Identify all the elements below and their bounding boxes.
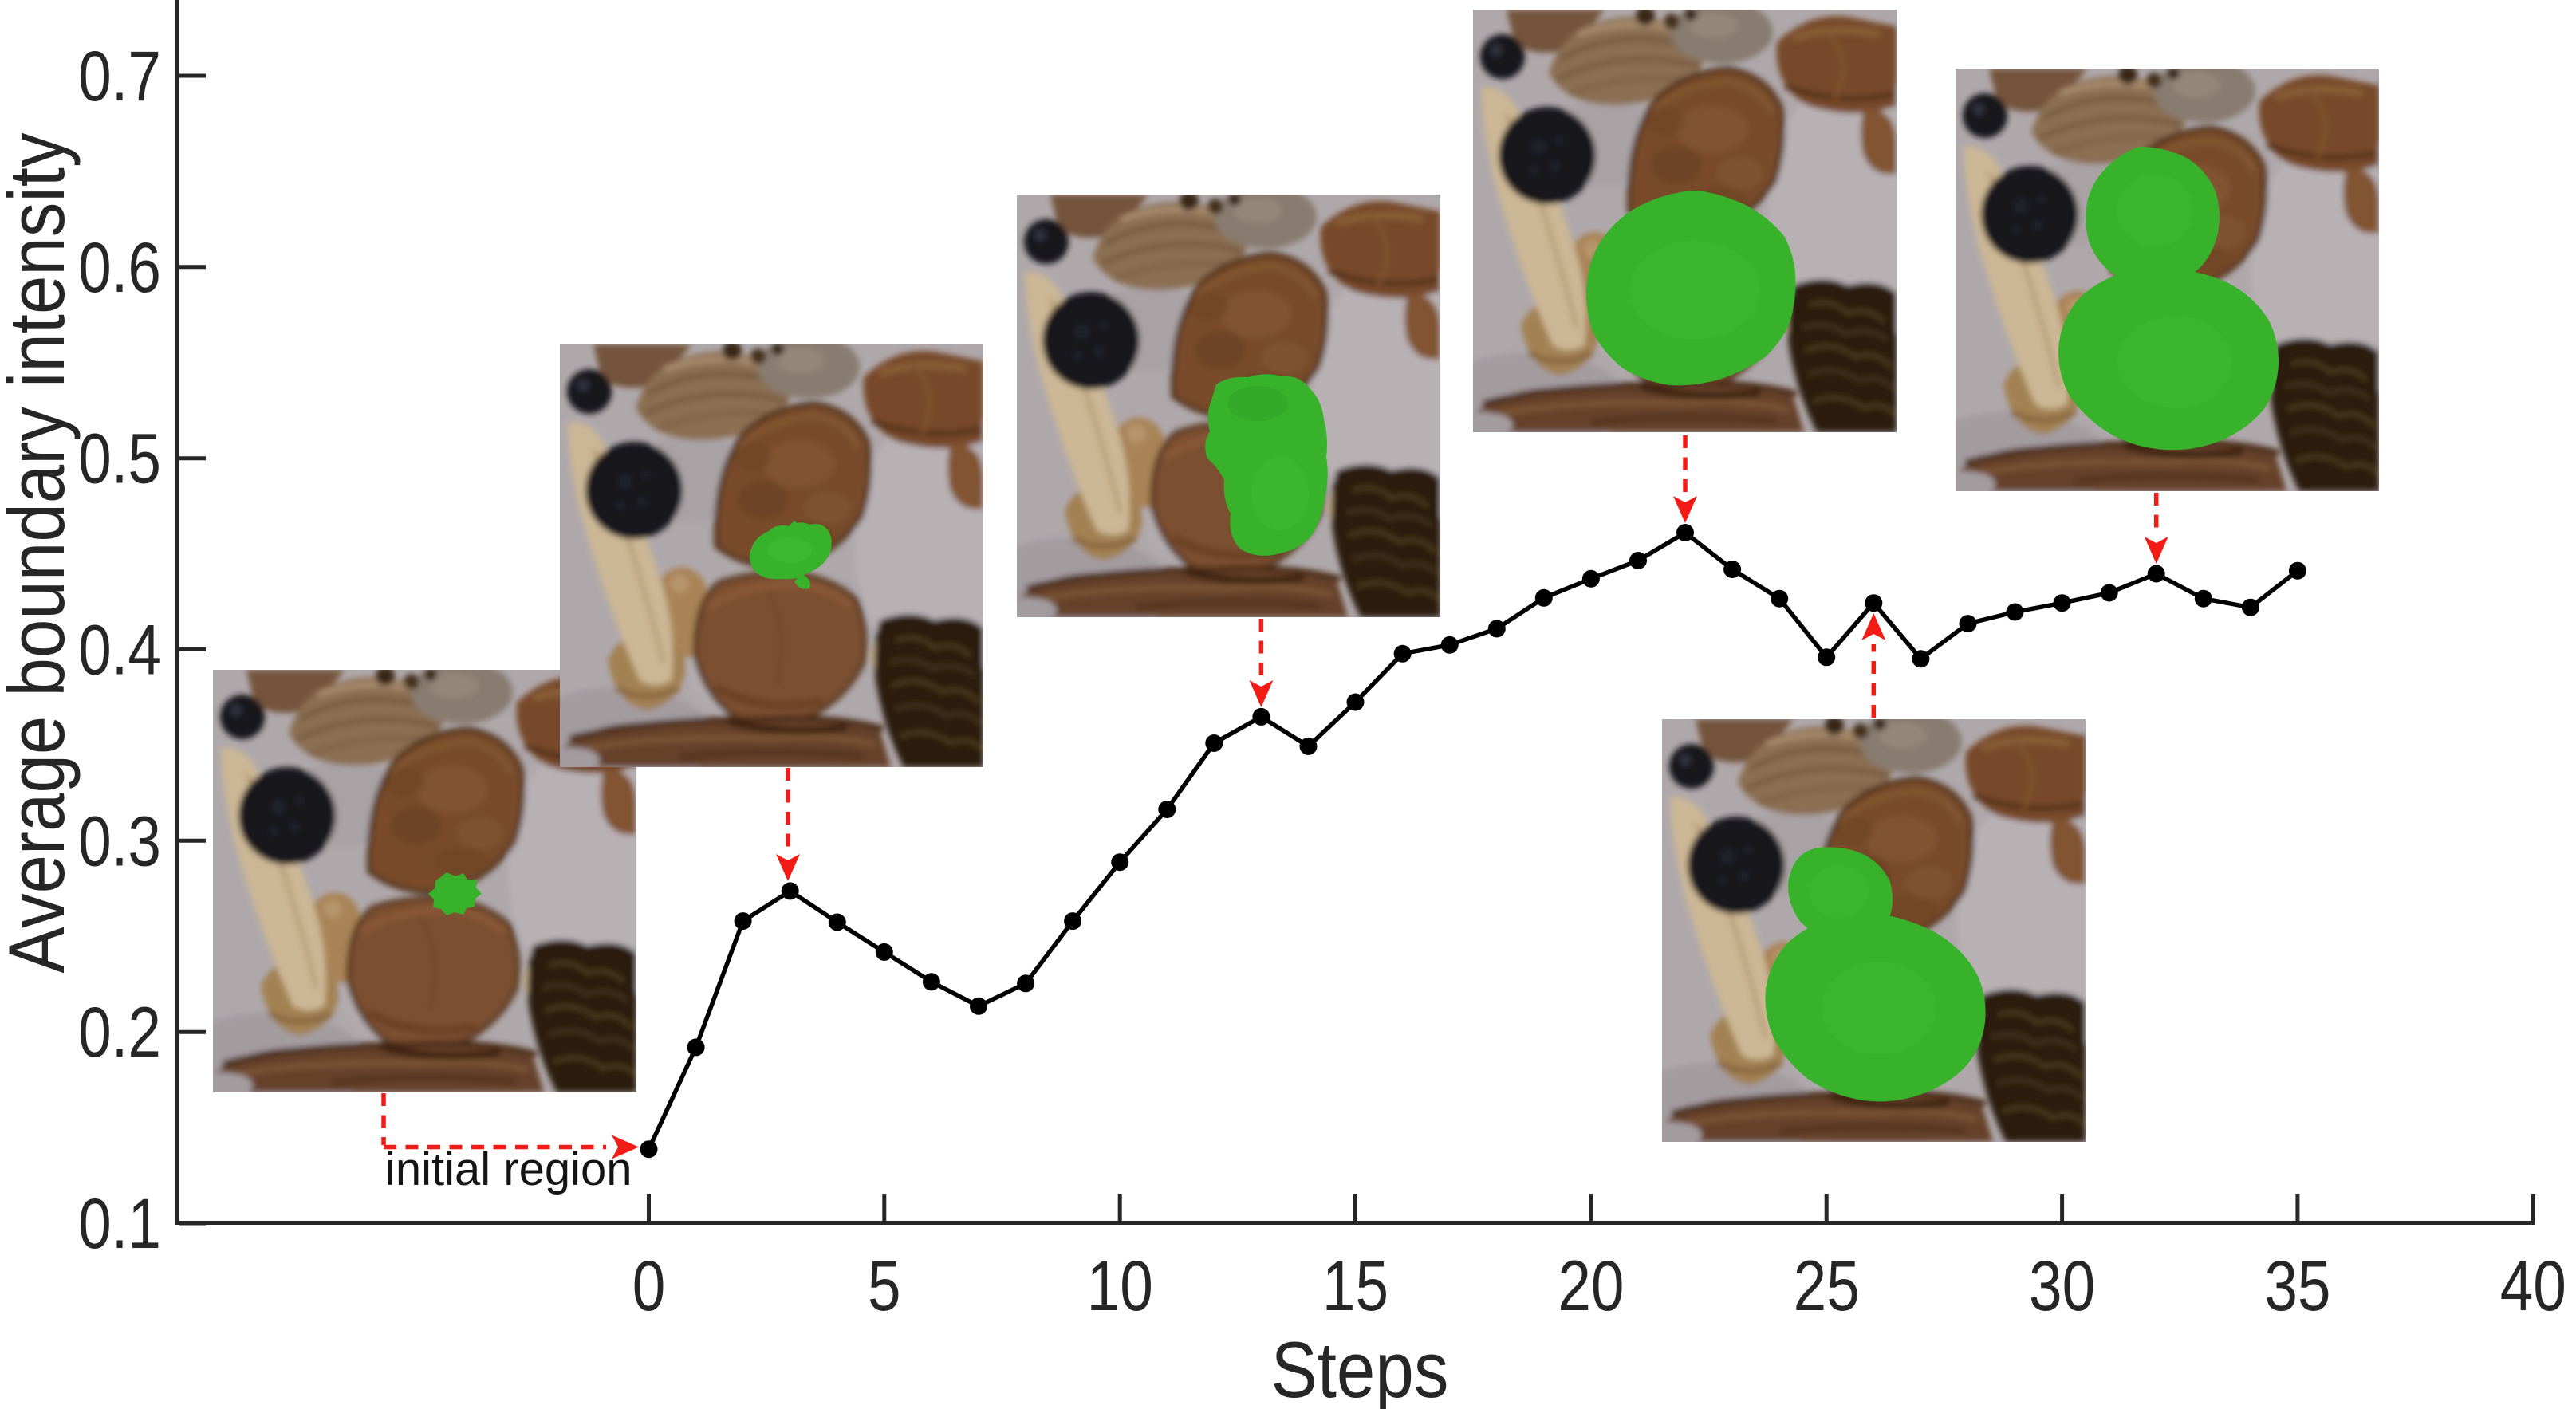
- svg-text:Average boundary intensity: Average boundary intensity: [0, 132, 81, 973]
- svg-text:5: 5: [868, 1247, 901, 1326]
- svg-text:0.4: 0.4: [78, 611, 161, 690]
- svg-text:initial region: initial region: [385, 1143, 632, 1195]
- svg-text:40: 40: [2500, 1247, 2566, 1326]
- svg-text:35: 35: [2264, 1247, 2330, 1326]
- svg-text:0.3: 0.3: [78, 802, 161, 881]
- svg-text:0.6: 0.6: [78, 229, 161, 308]
- svg-text:10: 10: [1087, 1247, 1153, 1326]
- svg-text:0.2: 0.2: [78, 994, 161, 1072]
- svg-text:Steps: Steps: [1271, 1326, 1449, 1409]
- svg-text:0: 0: [632, 1247, 666, 1326]
- svg-text:20: 20: [1558, 1247, 1624, 1326]
- svg-text:0.5: 0.5: [78, 420, 161, 499]
- svg-text:15: 15: [1322, 1247, 1388, 1326]
- svg-text:0.7: 0.7: [78, 37, 161, 116]
- svg-text:25: 25: [1794, 1247, 1860, 1326]
- svg-text:30: 30: [2029, 1247, 2095, 1326]
- svg-text:0.1: 0.1: [78, 1185, 161, 1264]
